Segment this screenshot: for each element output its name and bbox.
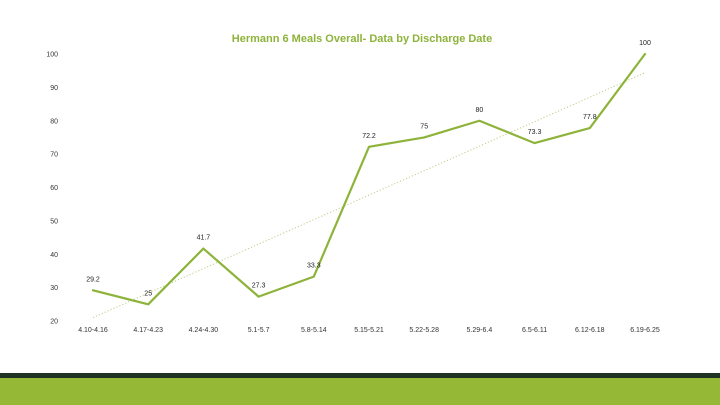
x-tick-label: 4.24-4.30: [189, 327, 219, 334]
data-label: 100: [639, 40, 651, 47]
y-tick-label: 20: [50, 319, 58, 326]
x-axis-ticks: 4.10-4.16 4.17-4.23 4.24-4.30 5.1-5.7 5.8-5.…: [78, 327, 660, 334]
data-point: [533, 142, 536, 144]
data-point: [423, 136, 426, 139]
trendline-layer: [92, 72, 646, 319]
data-point: [589, 127, 591, 129]
y-tick-label: 50: [50, 218, 58, 225]
footer-dark-stripe: [0, 373, 720, 378]
x-tick-label: 5.1-5.7: [248, 327, 270, 334]
y-tick-label: 100: [46, 52, 58, 59]
data-label: 27.3: [252, 283, 266, 290]
y-tick-label: 60: [50, 185, 58, 192]
x-tick-label: 5.8-5.14: [301, 327, 327, 334]
data-label: 80: [476, 107, 484, 114]
data-label: 29.2: [86, 276, 100, 283]
series-layer: [91, 52, 647, 306]
x-tick-label: 5.29-6.4: [467, 327, 493, 334]
y-tick-label: 90: [50, 85, 58, 92]
data-point: [147, 303, 149, 306]
data-point: [368, 145, 370, 148]
x-tick-label: 5.15-5.21: [354, 327, 384, 334]
y-tick-label: 70: [50, 152, 58, 159]
data-label: 33.3: [307, 263, 321, 270]
x-tick-label: 6.12-6.18: [575, 327, 605, 334]
y-tick-label: 40: [50, 252, 58, 259]
x-tick-label: 4.17-4.23: [133, 327, 163, 334]
data-label: 41.7: [197, 235, 211, 242]
data-point: [478, 119, 481, 122]
chart-title: Hermann 6 Meals Overall- Data by Dischar…: [232, 33, 492, 45]
y-axis-ticks: 20 30 40 50 60 70 80 90 100: [46, 52, 58, 326]
data-label: 77.8: [583, 114, 597, 121]
data-label: 72.2: [362, 133, 376, 140]
y-tick-label: 30: [50, 285, 58, 292]
data-label: 73.3: [528, 129, 542, 136]
data-point: [644, 53, 646, 55]
data-label: 25: [144, 290, 152, 297]
x-tick-label: 4.10-4.16: [78, 327, 108, 334]
data-point: [92, 289, 94, 292]
data-point: [202, 247, 205, 250]
x-tick-label: 6.19-6.25: [630, 327, 660, 334]
footer-green-bar: [0, 378, 720, 405]
trendline: [92, 72, 646, 319]
x-tick-label: 5.22-5.28: [409, 327, 439, 334]
data-point: [313, 275, 315, 278]
series-line: [91, 52, 647, 306]
data-label: 75: [420, 123, 428, 130]
line-chart: Hermann 6 Meals Overall- Data by Dischar…: [46, 33, 660, 334]
data-labels: 29.2 25 41.7 27.3 33.3 72.2 75 80 73.3 77.8 100: [86, 40, 651, 297]
x-tick-label: 6.5-6.11: [522, 327, 547, 334]
y-tick-label: 80: [50, 118, 58, 125]
data-point: [257, 295, 260, 298]
